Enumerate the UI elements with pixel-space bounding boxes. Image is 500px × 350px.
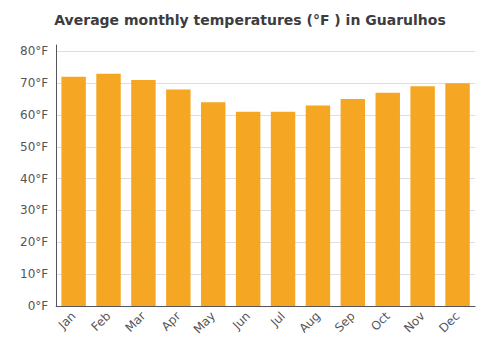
svg-text:Jul: Jul	[267, 309, 288, 330]
svg-text:Aug: Aug	[296, 309, 322, 335]
svg-text:Sep: Sep	[332, 309, 358, 335]
svg-text:May: May	[191, 309, 218, 336]
svg-text:Nov: Nov	[401, 309, 427, 335]
svg-text:Oct: Oct	[368, 309, 393, 334]
svg-text:Apr: Apr	[159, 309, 184, 334]
svg-text:Average monthly temperatures (: Average monthly temperatures (°F ) in Gu…	[54, 12, 445, 28]
svg-text:20°F: 20°F	[20, 235, 48, 249]
svg-text:0°F: 0°F	[28, 299, 49, 313]
svg-text:40°F: 40°F	[20, 172, 48, 186]
svg-text:Jan: Jan	[55, 309, 79, 333]
svg-text:30°F: 30°F	[20, 203, 48, 217]
svg-text:10°F: 10°F	[20, 267, 48, 281]
svg-text:Feb: Feb	[89, 309, 114, 334]
svg-text:80°F: 80°F	[20, 44, 48, 58]
svg-text:Jun: Jun	[229, 309, 253, 333]
svg-text:Mar: Mar	[122, 309, 148, 335]
svg-text:Dec: Dec	[436, 309, 462, 335]
svg-text:60°F: 60°F	[20, 108, 48, 122]
svg-text:50°F: 50°F	[20, 140, 48, 154]
svg-text:70°F: 70°F	[20, 76, 48, 90]
